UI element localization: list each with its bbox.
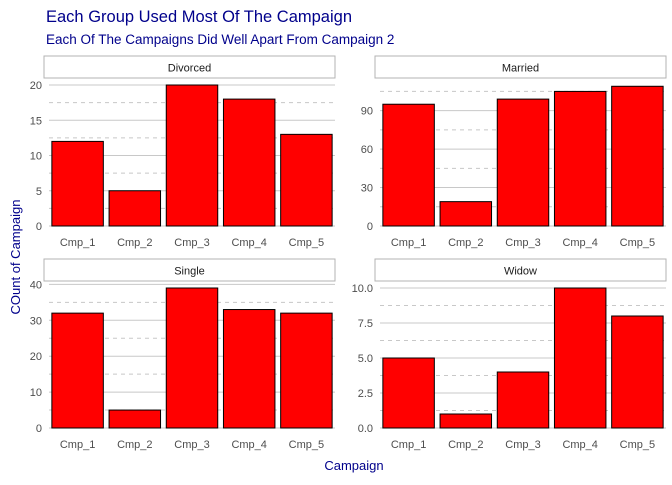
y-tick-label: 10 [30, 387, 42, 399]
y-tick-label: 0 [36, 423, 42, 435]
bar-cmp_1 [51, 140, 104, 227]
y-tick-label: 7.5 [358, 318, 373, 330]
y-tick-label: 60 [361, 144, 373, 156]
bar-cmp_2 [439, 413, 493, 429]
bar-cmp_4 [222, 98, 276, 227]
x-tick-label: Cmp_4 [231, 439, 266, 451]
bar-cmp_3 [165, 287, 219, 429]
bar-cmp_3 [496, 371, 550, 429]
bar-cmp_5 [611, 315, 664, 429]
y-tick-label: 0 [367, 221, 373, 233]
y-tick-label: 5 [36, 186, 42, 198]
bar-cmp_4 [553, 90, 607, 227]
facet-panel-divorced: Divorced 0 5 10 15 20 Cmp_1 Cmp_2 Cmp_3 Cmp_4 Cmp_… [30, 55, 336, 249]
facet-panel-widow: Widow 0.0 2.5 5.0 7.5 10.0 Cmp_1 Cmp_2 Cmp_3 Cmp_… [352, 258, 667, 451]
x-tick-label: Cmp_5 [620, 439, 655, 451]
x-tick-label: Cmp_2 [117, 439, 152, 451]
x-tick-label: Cmp_3 [505, 237, 540, 249]
y-tick-label: 10.0 [352, 283, 373, 295]
x-tick-label: Cmp_2 [448, 439, 483, 451]
panels: Divorced 0 5 10 15 20 Cmp_1 Cmp_2 Cmp_3 Cmp_4 Cmp_… [30, 55, 667, 451]
bar-cmp_3 [165, 84, 219, 227]
facet-panel-single: Single 0 10 20 30 40 Cmp_1 Cmp_2 Cmp_3 Cmp_4 Cmp_5 [30, 258, 336, 451]
y-tick-label: 2.5 [358, 388, 373, 400]
facet-strip-label: Divorced [168, 63, 211, 75]
facet-strip [374, 55, 667, 79]
facet-strip-label: Married [502, 63, 539, 75]
facet-strip-label: Single [174, 266, 205, 278]
facet-panel-married: Married 0 30 60 90 Cmp_1 Cmp_2 Cmp_3 Cmp_4 Cmp_5 [361, 55, 667, 249]
bar-cmp_5 [611, 85, 664, 227]
bar-cmp_5 [280, 312, 333, 429]
x-tick-label: Cmp_4 [231, 237, 266, 249]
y-axis-label: COunt of Campaign [8, 200, 23, 315]
bar-cmp_2 [108, 190, 162, 227]
bar-cmp_2 [108, 409, 162, 429]
bar-cmp_1 [51, 312, 104, 429]
y-tick-label: 20 [30, 351, 42, 363]
facet-strip [43, 55, 336, 79]
y-tick-label: 0.0 [358, 423, 373, 435]
y-tick-label: 10 [30, 151, 42, 163]
bar-cmp_4 [553, 287, 607, 429]
x-tick-label: Cmp_1 [60, 439, 95, 451]
y-tick-label: 5.0 [358, 353, 373, 365]
bar-cmp_1 [382, 357, 435, 429]
x-tick-label: Cmp_4 [562, 237, 597, 249]
y-tick-label: 90 [361, 106, 373, 118]
bar-cmp_3 [496, 98, 550, 227]
chart-subtitle: Each Of The Campaigns Did Well Apart Fro… [46, 32, 394, 47]
facet-strip [374, 258, 667, 282]
x-tick-label: Cmp_4 [562, 439, 597, 451]
bar-cmp_5 [280, 133, 333, 227]
y-tick-label: 30 [361, 183, 373, 195]
x-tick-label: Cmp_3 [505, 439, 540, 451]
bar-cmp_1 [382, 103, 435, 227]
x-tick-label: Cmp_1 [391, 237, 426, 249]
facet-strip-label: Widow [504, 266, 537, 278]
y-tick-label: 15 [30, 115, 42, 127]
bar-cmp_2 [439, 201, 493, 227]
x-tick-label: Cmp_5 [289, 237, 324, 249]
y-tick-label: 30 [30, 315, 42, 327]
x-axis-label: Campaign [324, 458, 383, 473]
x-tick-label: Cmp_1 [60, 237, 95, 249]
y-tick-label: 20 [30, 80, 42, 92]
facet-strip [43, 258, 336, 282]
x-tick-label: Cmp_2 [448, 237, 483, 249]
x-tick-label: Cmp_1 [391, 439, 426, 451]
bar-cmp_4 [222, 309, 276, 429]
y-tick-label: 0 [36, 221, 42, 233]
x-tick-label: Cmp_5 [620, 237, 655, 249]
y-tick-label: 40 [30, 279, 42, 291]
x-tick-label: Cmp_3 [174, 439, 209, 451]
x-tick-label: Cmp_2 [117, 237, 152, 249]
x-tick-label: Cmp_3 [174, 237, 209, 249]
x-tick-label: Cmp_5 [289, 439, 324, 451]
chart-title: Each Group Used Most Of The Campaign [46, 8, 352, 26]
